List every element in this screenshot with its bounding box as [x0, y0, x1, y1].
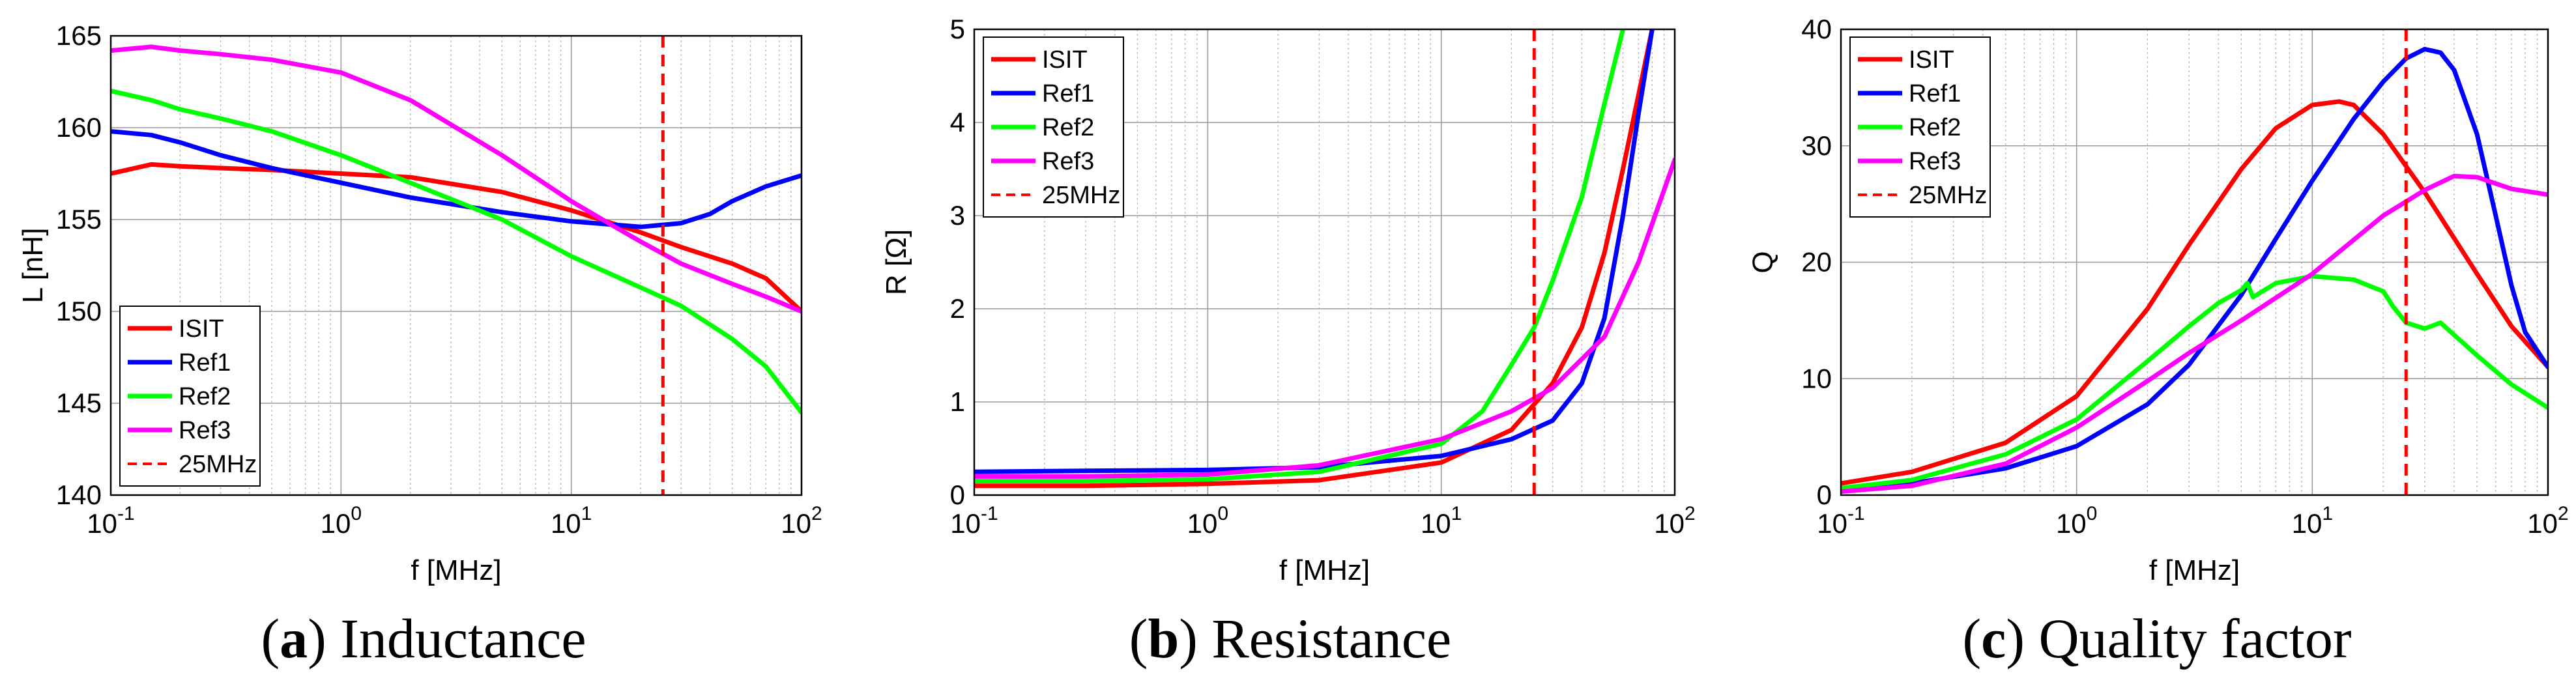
legend-label-ref3: Ref3: [1909, 148, 1961, 175]
y-tick-label: 3: [950, 200, 965, 231]
x-tick-label: 102: [1654, 503, 1695, 539]
series-line-ref2: [111, 89, 802, 415]
x-tick-label: 100: [1187, 503, 1228, 539]
series-line-isit: [974, 29, 1655, 489]
caption-letter: b: [1148, 607, 1179, 670]
chart-svg-inductance: 140 145 150 155 160 165 10-1 100 101 102 f [MHz] L …: [17, 20, 822, 586]
series-group: [111, 36, 802, 495]
legend-label-ref3: Ref3: [179, 417, 231, 444]
chart-svg-quality-factor: 0 10 20 30 40 10-1 100 101 102 f [MHz] Q ISIT Ref1 Re…: [1747, 14, 2569, 586]
series-line-ref2: [974, 29, 1625, 483]
legend-label-ref2: Ref2: [179, 383, 231, 410]
legend: ISIT Ref1 Ref2 Ref3 25MHz: [119, 306, 261, 487]
series-line-ref3: [1841, 173, 2548, 494]
legend-label-25mhz: 25MHz: [1909, 182, 1987, 209]
y-tick-label: 20: [1801, 247, 1832, 278]
axes-frame: [1840, 28, 2549, 496]
legend-label-isit: ISIT: [1909, 46, 1954, 74]
caption-letter: a: [280, 607, 308, 670]
y-tick-label: 4: [950, 107, 965, 137]
legend-label-ref2: Ref2: [1909, 114, 1961, 141]
caption-text: Resistance: [1211, 607, 1452, 670]
x-tick-label: 10-1: [87, 503, 134, 539]
legend: ISIT Ref1 Ref2 Ref3 25MHz: [1849, 36, 1991, 218]
series-line-ref2: [1841, 274, 2548, 491]
caption-text: Inductance: [340, 607, 586, 670]
caption-text: Quality factor: [2038, 607, 2352, 670]
chart-panel-inductance: 140 145 150 155 160 165 10-1 100 101 102 f [MHz] L …: [0, 0, 847, 699]
x-axis-label: f [MHz]: [411, 554, 501, 586]
y-tick-label: 40: [1801, 14, 1832, 44]
caption-quality-factor: (c) Quality factor: [1962, 607, 2352, 670]
x-tick-label: 102: [2527, 503, 2568, 539]
legend-label-ref1: Ref1: [179, 349, 231, 377]
x-tick-label: 101: [1421, 503, 1462, 539]
legend-label-isit: ISIT: [179, 315, 224, 343]
x-axis-label: f [MHz]: [1279, 554, 1370, 586]
legend-label-isit: ISIT: [1042, 46, 1088, 74]
legend-label-25mhz: 25MHz: [179, 451, 257, 478]
y-tick-label: 2: [950, 293, 965, 324]
series-group: [1841, 29, 2548, 495]
y-tick-label: 0: [950, 479, 965, 510]
series-line-ref3: [111, 44, 802, 314]
chart-svg-resistance: 0 1 2 3 4 5 10-1 100 101 102 f [MHz] R [Ω] ISIT Ref1 R…: [880, 14, 1696, 586]
y-tick-label: 155: [56, 204, 102, 235]
y-tick-label: 30: [1801, 130, 1832, 161]
series-line-ref1: [1841, 46, 2548, 492]
axes-frame: [109, 35, 803, 496]
y-tick-label: 150: [56, 296, 102, 326]
caption-resistance: (b) Resistance: [1129, 607, 1452, 670]
caption-letter: c: [1981, 607, 2006, 670]
series-line-isit: [111, 162, 802, 314]
legend-label-ref3: Ref3: [1042, 148, 1094, 175]
y-tick-label: 1: [950, 386, 965, 417]
y-tick-label: 165: [56, 20, 102, 51]
x-tick-label: 10-1: [950, 503, 998, 539]
x-tick-label: 10-1: [1817, 503, 1864, 539]
x-tick-label: 100: [2056, 503, 2097, 539]
x-tick-label: 101: [2292, 503, 2333, 539]
chart-panel-quality-factor: 0 10 20 30 40 10-1 100 101 102 f [MHz] Q ISIT Ref1 Re…: [1733, 0, 2576, 699]
axes-frame: [973, 28, 1676, 496]
y-tick-label: 160: [56, 112, 102, 143]
y-axis-label: L [nH]: [17, 228, 49, 304]
y-tick-label: 0: [1817, 479, 1832, 510]
series-group: [974, 29, 1675, 495]
x-tick-label: 100: [321, 503, 362, 539]
y-axis-label: Q: [1747, 251, 1779, 273]
series-line-ref1: [974, 29, 1655, 474]
legend-label-25mhz: 25MHz: [1042, 182, 1120, 209]
y-tick-label: 140: [56, 479, 102, 510]
series-line-ref3: [974, 157, 1675, 479]
caption-inductance: (a) Inductance: [261, 607, 586, 670]
series-line-ref1: [111, 129, 802, 229]
y-tick-label: 10: [1801, 363, 1832, 393]
x-tick-label: 101: [551, 503, 592, 539]
series-line-isit: [1841, 99, 2548, 486]
y-axis-label: R [Ω]: [880, 229, 912, 295]
legend-label-ref1: Ref1: [1909, 80, 1961, 107]
legend-box: [119, 306, 261, 487]
x-tick-label: 102: [781, 503, 822, 539]
chart-panel-resistance: 0 1 2 3 4 5 10-1 100 101 102 f [MHz] R [Ω] ISIT Ref1 R…: [867, 0, 1714, 699]
x-axis-label: f [MHz]: [2149, 554, 2240, 586]
legend-label-ref2: Ref2: [1042, 114, 1094, 141]
legend-label-ref1: Ref1: [1042, 80, 1094, 107]
y-tick-label: 145: [56, 388, 102, 418]
legend: ISIT Ref1 Ref2 Ref3 25MHz: [983, 36, 1124, 218]
y-tick-label: 5: [950, 14, 965, 44]
